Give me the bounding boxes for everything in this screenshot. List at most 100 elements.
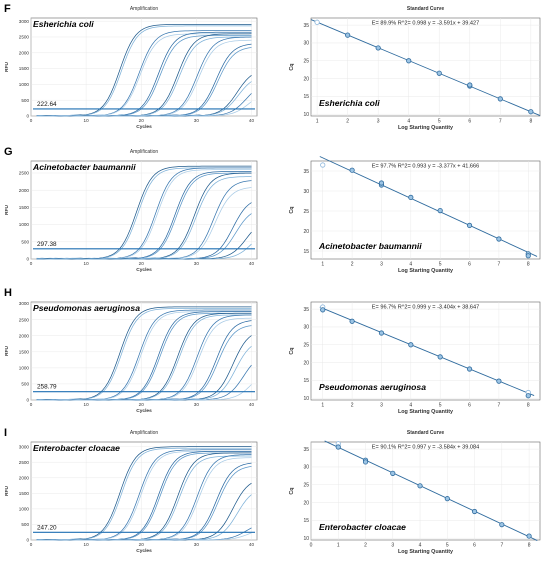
amplification-ytick-label: 2500: [19, 317, 30, 322]
amplification-xtick-label: 40: [249, 261, 255, 266]
standard-curve-xtick-label: 8: [529, 119, 532, 125]
standard-curve-point: [471, 508, 478, 515]
standard-curve-point: [378, 330, 385, 336]
standard-curve-ytick-label: 10: [303, 396, 309, 402]
standard-curve-xtick-label: 5: [446, 543, 449, 549]
standard-curve-organism-label: Esherichia coli: [319, 98, 380, 108]
standard-curve-xtick-label: 8: [528, 543, 531, 549]
amplification-curve: [36, 532, 252, 541]
panel-letter: I: [4, 427, 7, 439]
standard-curve-point: [525, 253, 531, 259]
amplification-y-axis-label: RFU: [4, 486, 10, 496]
standard-curve-point: [496, 378, 502, 384]
standard-curve-ytick-label: 20: [303, 229, 309, 235]
standard-curve-ytick-label: 35: [303, 307, 309, 313]
amplification-xtick-label: 10: [84, 402, 90, 407]
amplification-curve: [36, 384, 252, 401]
standard-curve-x-axis-label: Log Starting Quantity: [398, 125, 453, 131]
standard-curve-xtick-label: 8: [527, 403, 530, 409]
standard-curve-point: [466, 222, 473, 228]
standard-curve-xtick-label: 6: [468, 403, 471, 409]
amplification-ytick-label: 3000: [19, 301, 30, 306]
amplification-xtick-label: 20: [139, 118, 145, 123]
standard-curve-chart: Standard Curve 10 15 20 25 30 35 0 1 2 3 4 5 6 7 8 Log S…: [289, 430, 541, 555]
standard-curve-y-axis-label: Cq: [289, 206, 295, 213]
amplification-xtick-label: 0: [30, 261, 33, 266]
standard-curve-ytick-label: 10: [303, 112, 309, 118]
amplification-ytick-label: 500: [21, 239, 29, 244]
standard-curve-y-axis-label: Cq: [289, 63, 295, 70]
standard-curve-point: [526, 533, 532, 539]
amplification-chart: Amplification 0 500 1000 1500 2000 2500 0 10 20 30…: [4, 149, 258, 273]
standard-curve-xtick-label: 7: [500, 543, 503, 549]
standard-curve-xtick-label: 1: [337, 543, 340, 549]
standard-curve-ytick-label: 25: [303, 343, 309, 349]
panel-letter: G: [4, 146, 13, 158]
amplification-ytick-label: 2500: [19, 35, 30, 40]
standard-curve-point: [320, 307, 326, 313]
amplification-title: Amplification: [130, 149, 159, 155]
standard-curve-ytick-label: 15: [303, 94, 309, 100]
amplification-xtick-label: 40: [249, 542, 255, 547]
standard-curve-xtick-label: 1: [321, 403, 324, 409]
standard-curve-point: [467, 82, 473, 88]
amplification-xtick-label: 20: [139, 402, 145, 407]
standard-curve-title: Standard Curve: [407, 6, 444, 12]
standard-curve-organism-label: Enterobacter cloacae: [319, 522, 406, 532]
threshold-label: 222.64: [37, 101, 57, 108]
standard-curve-ytick-label: 35: [303, 23, 309, 29]
standard-curve-xtick-label: 5: [438, 119, 441, 125]
standard-curve-ytick-label: 20: [303, 500, 309, 506]
standard-curve-xtick-label: 5: [439, 262, 442, 268]
standard-curve-point: [390, 470, 396, 476]
standard-curve-point: [314, 19, 320, 25]
standard-curve-equation: E= 96.7% R^2= 0.999 y = -3.404x + 38.647: [372, 305, 479, 311]
standard-curve-chart: 10 15 20 25 30 35 1 2 3 4 5 6 7 8 Log Starting Quantit…: [289, 301, 541, 415]
standard-curve-ytick-label: 35: [303, 169, 309, 175]
standard-curve-ytick-label: 15: [303, 249, 309, 255]
standard-curve-point: [417, 483, 423, 489]
standard-curve-point: [499, 522, 505, 528]
standard-curve-xtick-label: 5: [439, 403, 442, 409]
amplification-xtick-label: 20: [139, 542, 145, 547]
amplification-ytick-label: 0: [26, 538, 29, 543]
standard-curve-point: [496, 236, 502, 242]
amplification-ytick-label: 2000: [19, 333, 30, 338]
amplification-xtick-label: 30: [194, 261, 200, 266]
standard-curve-point: [528, 109, 534, 115]
amplification-title: Amplification: [130, 6, 159, 12]
standard-curve-x-axis-label: Log Starting Quantity: [398, 549, 453, 555]
amplification-organism-label: Enterobacter cloacae: [33, 443, 120, 453]
amplification-xtick-label: 0: [30, 402, 33, 407]
standard-curve-point: [375, 45, 381, 51]
standard-curve-ytick-label: 30: [303, 189, 309, 195]
standard-curve-point: [437, 354, 443, 360]
amplification-xtick-label: 10: [84, 118, 90, 123]
standard-curve-ytick-label: 20: [303, 76, 309, 82]
amplification-ytick-label: 2000: [19, 50, 30, 55]
amplification-organism-label: Acinetobacter baumannii: [32, 162, 136, 172]
standard-curve-xtick-label: 3: [380, 403, 383, 409]
amplification-curve: [36, 243, 252, 260]
amplification-xtick-label: 40: [249, 118, 255, 123]
standard-curve-xtick-label: 3: [391, 543, 394, 549]
amplification-organism-label: Esherichia coli: [33, 19, 94, 29]
standard-curve-point: [349, 167, 355, 173]
standard-curve-xtick-label: 6: [468, 262, 471, 268]
threshold-label: 258.79: [37, 384, 57, 391]
standard-curve-point: [466, 366, 473, 372]
standard-curve-equation: E= 89.9% R^2= 0.998 y = -3.591x + 39.427: [372, 21, 479, 27]
standard-curve-xtick-label: 1: [316, 119, 319, 125]
amplification-xtick-label: 40: [249, 402, 255, 407]
amplification-ytick-label: 1500: [19, 66, 30, 71]
amplification-ytick-label: 2000: [19, 188, 30, 193]
amplification-xtick-label: 30: [194, 118, 200, 123]
standard-curve-plot-area: [310, 160, 541, 260]
amplification-y-axis-label: RFU: [4, 346, 10, 356]
amplification-chart: Amplification 0 500 1000 1500 2000 2500 3000 0 10…: [4, 430, 258, 554]
standard-curve-xtick-label: 6: [473, 543, 476, 549]
standard-curve-point: [497, 96, 503, 102]
standard-curve-organism-label: Acinetobacter baumannii: [318, 241, 422, 251]
standard-curve-xtick-label: 4: [409, 403, 412, 409]
amplification-plot-area: [30, 301, 258, 401]
